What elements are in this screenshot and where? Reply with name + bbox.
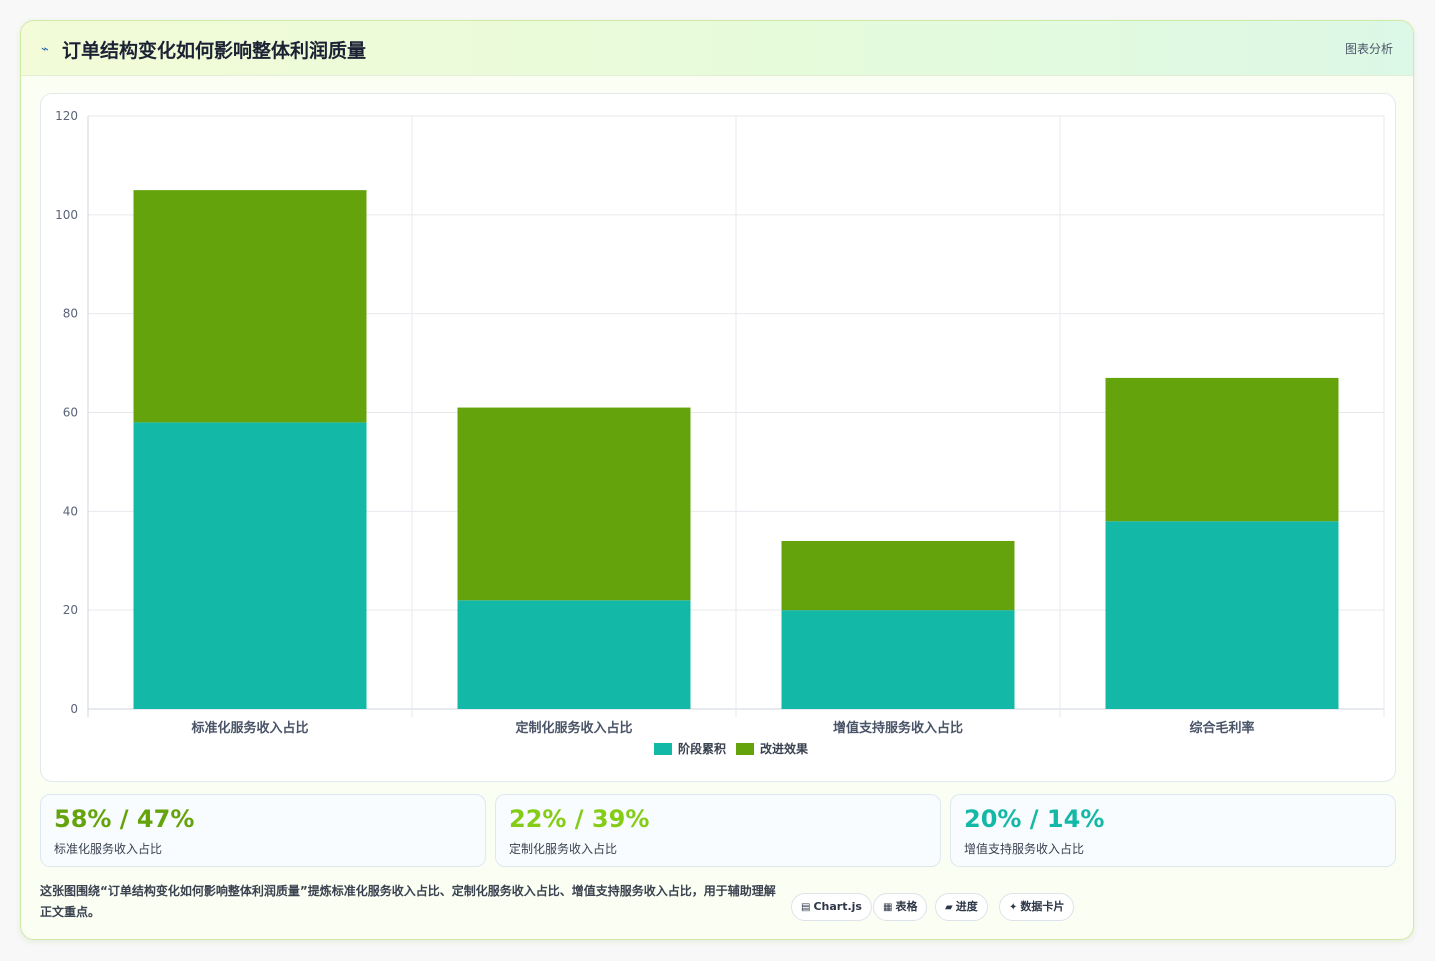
bar-segment-stage-cumulative (781, 610, 1015, 709)
chart-description: 这张图围绕“订单结构变化如何影响整体利润质量”提炼标准化服务收入占比、定制化服务… (40, 884, 776, 919)
page-title: 订单结构变化如何影响整体利润质量 (62, 40, 367, 62)
y-tick-label: 80 (63, 307, 78, 321)
pill-label: Chart.js (813, 900, 862, 913)
chart-card: ⌁ 订单结构变化如何影响整体利润质量 图表分析 0 20 40 60 80 100 120 标… (20, 20, 1414, 940)
bar-segment-improvement-effect (457, 407, 691, 601)
y-tick-label: 120 (55, 109, 78, 123)
pill-chartjs[interactable]: ▤ Chart.js (791, 893, 872, 921)
bar-segment-improvement-effect (133, 190, 367, 423)
pill-label: 进度 (955, 900, 978, 913)
pill-table[interactable]: ▦ 表格 (873, 893, 928, 921)
bar-segment-stage-cumulative (1105, 521, 1339, 709)
y-tick-label: 100 (55, 208, 78, 222)
bar-segment-improvement-effect (1105, 377, 1339, 522)
stat-card-value-added: 20% / 14% 增值支持服务收入占比 (950, 794, 1396, 867)
bar-segment-stage-cumulative (133, 422, 367, 709)
x-tick-label: 增值支持服务收入占比 (833, 720, 963, 736)
legend-swatch (654, 743, 672, 755)
pill-progress[interactable]: ▰ 进度 (935, 893, 988, 921)
stat-value: 58% / 47% (54, 805, 195, 833)
pill-data-card[interactable]: ✦ 数据卡片 (999, 893, 1075, 921)
y-tick-label: 20 (63, 603, 78, 617)
legend-label: 改进效果 (760, 741, 808, 756)
bar-segment-stage-cumulative (457, 600, 691, 709)
y-tick-label: 60 (63, 406, 78, 420)
table-icon: ▦ (883, 902, 893, 913)
stat-card-custom: 22% / 39% 定制化服务收入占比 (495, 794, 941, 867)
progress-icon: ▰ (945, 902, 953, 913)
stat-card-standard: 58% / 47% 标准化服务收入占比 (40, 794, 486, 867)
x-tick-label: 综合毛利率 (1189, 720, 1254, 736)
chart-panel: 0 20 40 60 80 100 120 标准化服务收入占比 定制化服务收入占比 增值支持服务收… (40, 93, 1396, 782)
stat-value: 20% / 14% (964, 805, 1105, 833)
sparkle-icon: ✦ (1009, 902, 1018, 913)
chart-line-icon: ⌁ (41, 42, 49, 57)
stat-label: 定制化服务收入占比 (509, 842, 618, 856)
bar-segment-improvement-effect (781, 540, 1015, 611)
y-tick-label: 0 (70, 702, 78, 716)
card-header: ⌁ 订单结构变化如何影响整体利润质量 图表分析 (21, 21, 1413, 76)
chart-icon: ▤ (801, 902, 811, 913)
stacked-bar-chart: 0 20 40 60 80 100 120 标准化服务收入占比 定制化服务收入占比 增值支持服务收… (55, 109, 1385, 756)
x-tick-label: 标准化服务收入占比 (190, 720, 308, 736)
legend-swatch (736, 743, 754, 755)
chart-analysis-tag: 图表分析 (1344, 42, 1393, 56)
y-tick-label: 40 (63, 504, 78, 518)
stat-label: 标准化服务收入占比 (54, 842, 163, 856)
stat-value: 22% / 39% (509, 805, 650, 833)
legend-label: 阶段累积 (678, 741, 726, 756)
x-tick-label: 定制化服务收入占比 (514, 720, 632, 736)
stat-label: 增值支持服务收入占比 (964, 842, 1085, 856)
pill-label: 数据卡片 (1020, 900, 1065, 913)
pill-label: 表格 (895, 900, 918, 913)
